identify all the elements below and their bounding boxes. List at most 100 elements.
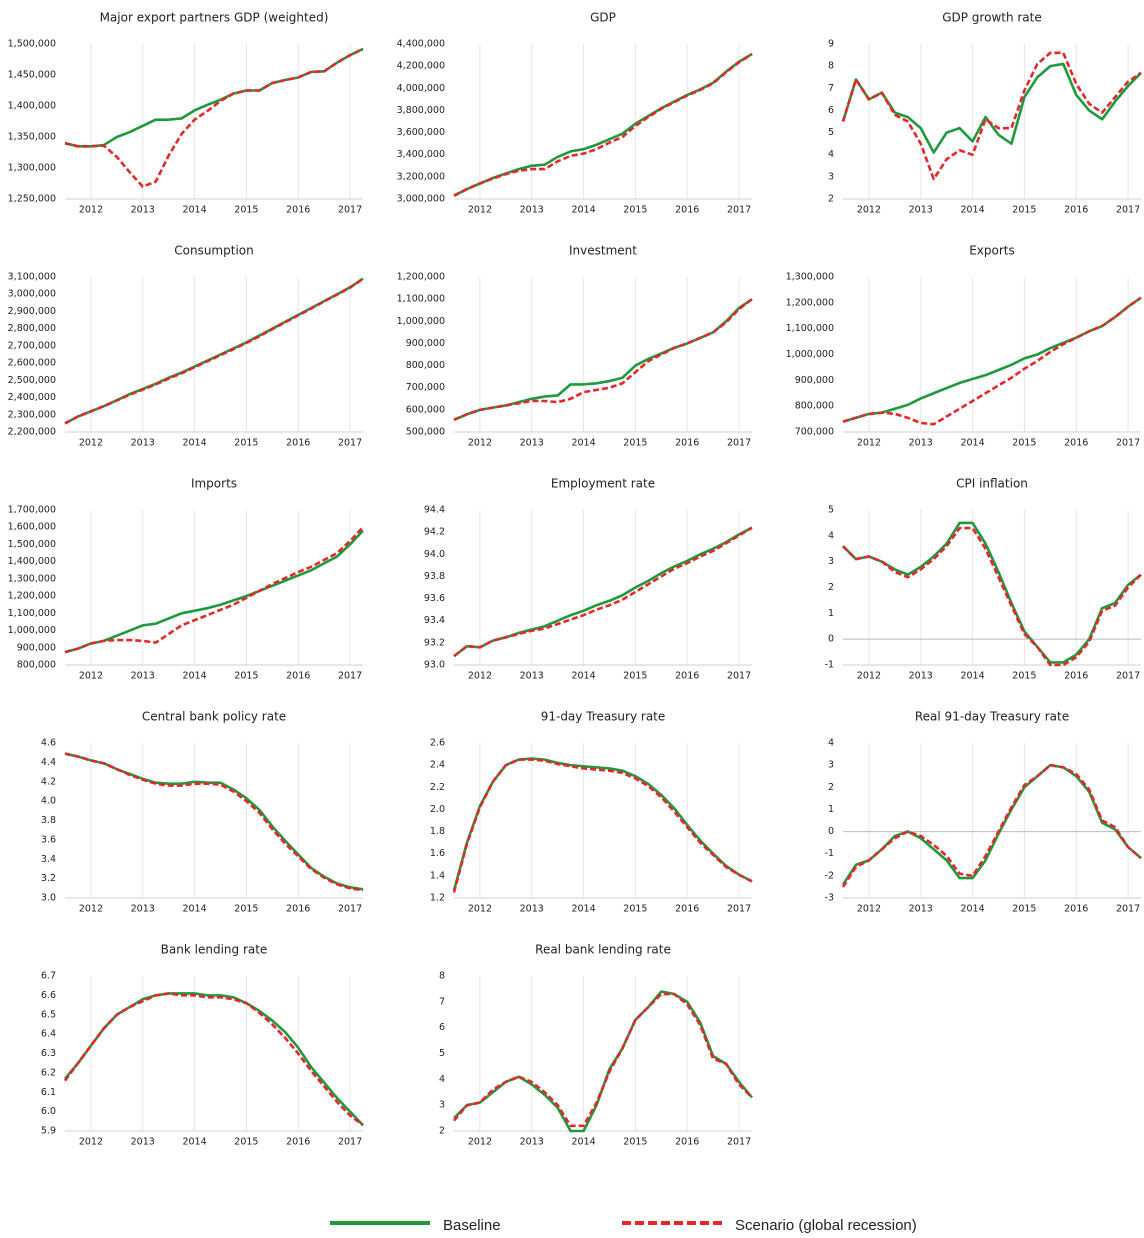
x-tick-label: 2016 xyxy=(1064,904,1088,915)
y-tick-label: 1.2 xyxy=(430,893,445,904)
x-tick-label: 2012 xyxy=(468,1137,492,1148)
y-tick-label: 6.3 xyxy=(41,1048,56,1059)
x-tick-label: 2014 xyxy=(182,671,206,682)
x-tick-label: 2012 xyxy=(79,438,103,449)
x-tick-label: 2016 xyxy=(1064,671,1088,682)
y-tick-label: 5 xyxy=(828,505,834,516)
x-tick-label: 2012 xyxy=(857,205,881,216)
y-tick-label: 2.6 xyxy=(430,738,445,749)
x-tick-label: 2017 xyxy=(338,904,362,915)
series-line xyxy=(841,763,1142,886)
x-tick-label: 2013 xyxy=(909,438,933,449)
x-tick-label: 2013 xyxy=(909,205,933,216)
x-tick-label: 2017 xyxy=(727,671,751,682)
x-tick-label: 2014 xyxy=(182,205,206,216)
y-tick-label: 94.2 xyxy=(424,527,445,538)
chart-title: Major export partners GDP (weighted) xyxy=(100,11,329,25)
y-tick-label: 4.2 xyxy=(41,776,56,787)
y-tick-label: 700,000 xyxy=(795,427,834,438)
y-tick-label: 2 xyxy=(828,582,834,593)
y-tick-label: 93.8 xyxy=(424,571,445,582)
x-tick-label: 2016 xyxy=(675,671,699,682)
y-tick-label: 1.8 xyxy=(430,826,445,837)
x-tick-label: 2016 xyxy=(675,438,699,449)
x-tick-label: 2013 xyxy=(520,1137,544,1148)
series-line xyxy=(453,526,753,658)
y-tick-label: 9 xyxy=(828,39,834,50)
y-tick-label: 1,300,000 xyxy=(8,573,56,584)
series-line xyxy=(64,752,364,891)
x-tick-label: 2016 xyxy=(286,904,310,915)
y-tick-label: 3,800,000 xyxy=(397,105,445,116)
y-tick-label: 94.0 xyxy=(424,549,445,560)
y-tick-label: 2.2 xyxy=(430,782,445,793)
series-line xyxy=(64,277,364,425)
y-tick-label: 1,350,000 xyxy=(8,132,56,143)
series-line xyxy=(841,51,1142,181)
chart-title: 91-day Treasury rate xyxy=(541,710,666,724)
x-tick-label: 2015 xyxy=(1012,205,1036,216)
y-tick-label: 5 xyxy=(439,1048,445,1059)
x-tick-label: 2015 xyxy=(234,671,258,682)
series-line xyxy=(63,992,364,1127)
x-tick-label: 2013 xyxy=(131,671,155,682)
y-tick-label: 2 xyxy=(439,1126,445,1137)
series-line xyxy=(842,296,1142,426)
y-tick-label: 1,400,000 xyxy=(8,556,56,567)
y-tick-label: 8 xyxy=(828,61,834,72)
y-tick-label: 0 xyxy=(828,634,834,645)
y-tick-label: 2,200,000 xyxy=(8,427,56,438)
y-tick-label: 1,000,000 xyxy=(786,349,834,360)
y-tick-label: 1,200,000 xyxy=(397,272,445,283)
x-tick-label: 2013 xyxy=(909,904,933,915)
x-tick-label: 2017 xyxy=(1116,671,1140,682)
x-tick-label: 2016 xyxy=(1064,205,1088,216)
chart-title: CPI inflation xyxy=(956,477,1028,491)
x-tick-label: 2016 xyxy=(286,438,310,449)
y-tick-label: 5 xyxy=(828,127,834,138)
y-tick-label: 3 xyxy=(828,760,834,771)
series-line xyxy=(453,526,753,658)
x-tick-label: 2015 xyxy=(623,438,647,449)
y-tick-label: 1,200,000 xyxy=(786,297,834,308)
y-tick-label: 2,700,000 xyxy=(8,340,56,351)
series-line xyxy=(64,47,364,148)
x-tick-label: 2014 xyxy=(571,205,595,216)
y-tick-label: 1,000,000 xyxy=(397,316,445,327)
y-tick-label: -3 xyxy=(825,893,834,904)
y-tick-label: 3.2 xyxy=(41,873,56,884)
y-tick-label: 1,400,000 xyxy=(8,101,56,112)
x-tick-label: 2012 xyxy=(79,904,103,915)
x-tick-label: 2016 xyxy=(286,1137,310,1148)
y-tick-label: 6.1 xyxy=(41,1087,56,1098)
series-line xyxy=(842,521,1142,664)
y-tick-label: -1 xyxy=(825,848,834,859)
x-tick-label: 2017 xyxy=(727,438,751,449)
y-tick-label: 900,000 xyxy=(795,375,834,386)
y-tick-label: 1,100,000 xyxy=(786,323,834,334)
x-tick-label: 2014 xyxy=(571,904,595,915)
x-tick-label: 2013 xyxy=(520,904,544,915)
y-tick-label: 3 xyxy=(439,1100,445,1111)
y-tick-label: 7 xyxy=(439,996,445,1007)
x-tick-label: 2015 xyxy=(623,671,647,682)
x-tick-label: 2013 xyxy=(131,205,155,216)
x-tick-label: 2014 xyxy=(960,671,984,682)
chart-title: Real 91-day Treasury rate xyxy=(915,710,1069,724)
series-line xyxy=(64,752,364,892)
x-tick-label: 2015 xyxy=(234,438,258,449)
x-tick-label: 2014 xyxy=(182,438,206,449)
legend-label: Baseline xyxy=(443,1217,501,1234)
y-tick-label: 6 xyxy=(828,105,834,116)
y-tick-label: -1 xyxy=(825,660,834,671)
x-tick-label: 2012 xyxy=(857,671,881,682)
y-tick-label: 3,000,000 xyxy=(8,289,56,300)
y-tick-label: 2,600,000 xyxy=(8,358,56,369)
chart-title: Investment xyxy=(569,244,637,258)
x-tick-label: 2015 xyxy=(623,904,647,915)
y-tick-label: 1,000,000 xyxy=(8,625,56,636)
series-line xyxy=(453,52,753,197)
y-tick-label: 94.4 xyxy=(424,505,445,516)
